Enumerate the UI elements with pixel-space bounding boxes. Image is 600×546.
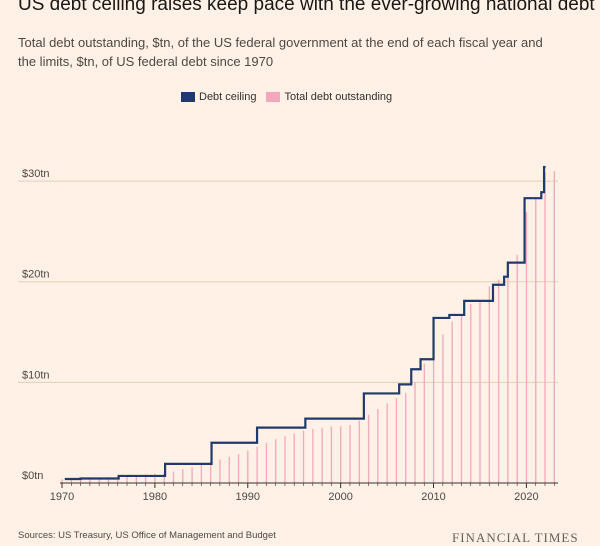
debt-bar bbox=[460, 314, 463, 483]
debt-bar bbox=[284, 436, 286, 483]
debt-bar bbox=[200, 464, 203, 483]
debt-bar bbox=[442, 334, 444, 483]
debt-bar bbox=[432, 346, 435, 483]
debt-bar bbox=[302, 430, 305, 483]
debt-bar bbox=[219, 459, 221, 483]
legend-swatch-debt-ceiling bbox=[181, 92, 195, 102]
debt-bar bbox=[256, 446, 258, 483]
debt-bar bbox=[144, 474, 147, 483]
legend-item-total-debt: Total debt outstanding bbox=[266, 91, 392, 103]
debt-bar bbox=[79, 478, 82, 483]
debt-bar bbox=[479, 300, 481, 483]
debt-bar bbox=[172, 471, 175, 483]
debt-bar bbox=[544, 172, 546, 484]
chart-legend: Debt ceiling Total debt outstanding bbox=[181, 91, 402, 103]
debt-bar bbox=[89, 478, 91, 483]
debt-bar bbox=[367, 414, 370, 483]
debt-bar bbox=[163, 472, 165, 483]
debt-bar bbox=[61, 479, 63, 483]
x-tick-label: 1980 bbox=[143, 491, 167, 503]
debt-bar bbox=[237, 454, 240, 483]
debt-bar bbox=[507, 267, 509, 483]
debt-bar bbox=[488, 286, 490, 483]
debt-bar bbox=[535, 197, 537, 483]
legend-item-debt-ceiling: Debt ceiling bbox=[181, 91, 256, 103]
chart-subtitle: Total debt outstanding, $tn, of the US f… bbox=[18, 35, 543, 69]
series-total-debt bbox=[61, 171, 555, 484]
debt-bar bbox=[377, 409, 379, 483]
debt-bar bbox=[497, 279, 500, 483]
debt-bar bbox=[312, 428, 314, 483]
debt-bar bbox=[386, 403, 388, 483]
x-tick-label: 2000 bbox=[328, 491, 352, 503]
debt-bar bbox=[395, 397, 398, 483]
debt-bar bbox=[210, 461, 212, 483]
x-tick-label: 1970 bbox=[50, 491, 74, 503]
debt-bar bbox=[293, 433, 295, 483]
debt-ceiling-line bbox=[64, 165, 546, 481]
y-tick-label: $0tn bbox=[22, 470, 43, 482]
debt-bar bbox=[423, 363, 425, 483]
debt-bar bbox=[516, 254, 518, 483]
debt-bar bbox=[154, 473, 156, 483]
debt-bar bbox=[414, 382, 416, 483]
legend-swatch-total-debt bbox=[266, 92, 281, 102]
debt-bar bbox=[275, 439, 277, 483]
y-tick-label: $30tn bbox=[22, 168, 50, 180]
debt-bar bbox=[553, 171, 555, 484]
x-tick-label: 2020 bbox=[514, 491, 538, 503]
debt-bar bbox=[349, 424, 351, 483]
debt-bar bbox=[470, 303, 472, 483]
y-tick-label: $20tn bbox=[22, 269, 50, 281]
debt-bar bbox=[228, 456, 230, 483]
debt-bar bbox=[340, 426, 342, 483]
debt-bar bbox=[126, 475, 128, 483]
ft-logo: FINANCIAL TIMES bbox=[452, 530, 579, 545]
y-tick-label: $10tn bbox=[22, 369, 50, 381]
debt-bar bbox=[525, 212, 528, 483]
debt-bar bbox=[135, 475, 138, 483]
legend-label-debt-ceiling: Debt ceiling bbox=[199, 91, 257, 103]
x-tick-label: 2010 bbox=[421, 491, 445, 503]
x-tick-label: 1990 bbox=[236, 491, 260, 503]
debt-bar bbox=[107, 477, 110, 483]
debt-bar bbox=[117, 476, 119, 483]
debt-bar bbox=[451, 321, 453, 483]
source-note: Sources: US Treasury, US Office of Manag… bbox=[18, 530, 276, 541]
debt-bar bbox=[265, 442, 268, 483]
debt-bar bbox=[98, 478, 100, 483]
debt-bar bbox=[191, 467, 193, 483]
debt-bar bbox=[358, 420, 360, 483]
chart-title: US debt ceiling raises keep pace with th… bbox=[18, 0, 595, 15]
debt-bar bbox=[70, 478, 72, 483]
legend-label-total-debt: Total debt outstanding bbox=[284, 91, 393, 103]
debt-bar bbox=[330, 426, 333, 483]
debt-bar bbox=[405, 392, 407, 483]
debt-bar bbox=[182, 469, 184, 483]
debt-bar bbox=[321, 427, 323, 483]
debt-bar bbox=[247, 450, 249, 483]
